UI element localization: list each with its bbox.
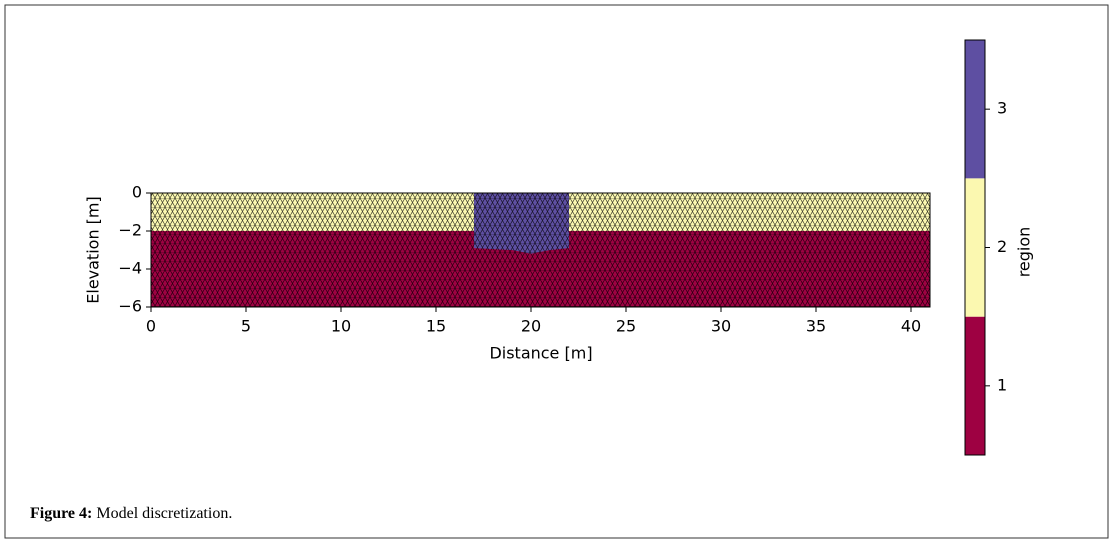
caption: Figure 4: Model discretization.	[30, 505, 232, 522]
caption-label: Figure 4:	[30, 505, 92, 522]
colorbar-tick-label: 3	[997, 99, 1007, 118]
colorbar-segment	[965, 178, 985, 317]
colorbar-tick-label: 1	[997, 375, 1007, 394]
colorbar-segment	[965, 40, 985, 179]
x-tick-label: 20	[521, 317, 541, 336]
x-tick-label: 25	[616, 317, 636, 336]
colorbar-label: region	[1015, 227, 1034, 278]
y-tick-label: −2	[118, 221, 142, 240]
x-tick-label: 15	[426, 317, 446, 336]
y-axis-label: Elevation [m]	[84, 196, 103, 303]
plot-border	[150, 192, 931, 308]
caption-text: Model discretization.	[96, 505, 232, 522]
mesh-lines	[151, 193, 930, 307]
y-tick-label: 0	[132, 183, 142, 202]
x-tick-label: 30	[711, 317, 731, 336]
x-tick-label: 35	[806, 317, 826, 336]
y-tick-label: −6	[118, 297, 142, 316]
frame	[4, 4, 1109, 539]
x-tick-label: 40	[901, 317, 921, 336]
x-tick-label: 10	[331, 317, 351, 336]
x-axis-label: Distance [m]	[489, 344, 592, 363]
colorbar-segment	[965, 316, 985, 455]
x-tick-label: 0	[146, 317, 156, 336]
colorbar-tick-label: 2	[997, 237, 1007, 256]
x-tick-label: 5	[241, 317, 251, 336]
y-tick-label: −4	[118, 259, 142, 278]
